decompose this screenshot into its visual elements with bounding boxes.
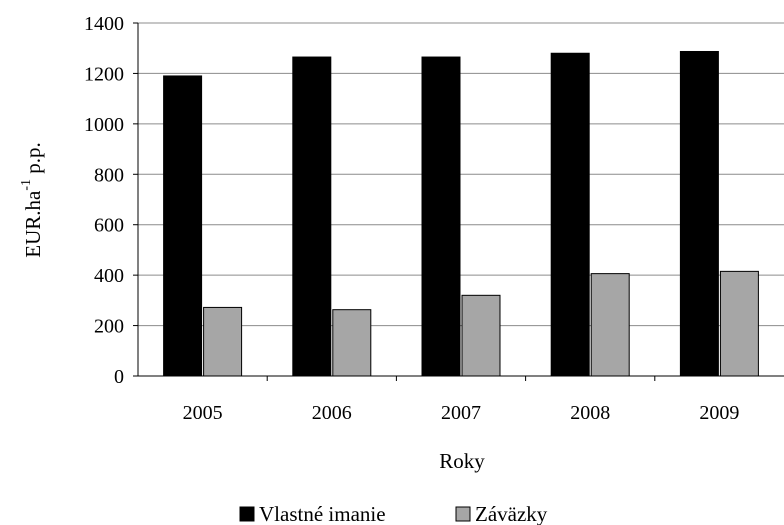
- bars: [163, 50, 759, 377]
- bar-vlastne-imanie-2009: [679, 50, 719, 377]
- legend-label-zavazky: Záväzky: [475, 502, 548, 525]
- legend: Vlastné imanie Záväzky: [239, 502, 548, 525]
- legend-swatch-zavazky: [455, 506, 471, 522]
- x-tick-label: 2006: [312, 402, 352, 424]
- bar-zavazky-2007: [461, 294, 501, 377]
- x-tick-label: 2007: [441, 402, 481, 424]
- x-tick-label: 2005: [183, 402, 223, 424]
- legend-label-vlastne-imanie: Vlastné imanie: [259, 502, 386, 525]
- y-tick-label: 400: [94, 265, 124, 287]
- bar-zavazky-2005: [203, 306, 243, 377]
- bar-vlastne-imanie-2005: [163, 75, 203, 377]
- y-axis-label-sup: -1: [19, 179, 34, 191]
- bar-zavazky-2006: [332, 309, 372, 377]
- y-tick-label: 800: [94, 164, 124, 186]
- y-axis-label: EUR.ha-1 p.p.: [19, 142, 45, 258]
- y-tick-label: 1000: [84, 114, 124, 136]
- y-tick-labels: 0 200 400 600 800 1000 1200 1400: [84, 13, 124, 388]
- y-tick-label: 1200: [84, 63, 124, 85]
- gridlines: [138, 22, 784, 327]
- y-axis-label-main: EUR.ha: [21, 190, 45, 258]
- y-tick-label: 600: [94, 215, 124, 237]
- bar-vlastne-imanie-2008: [550, 52, 590, 377]
- y-tick-label: 200: [94, 316, 124, 338]
- legend-swatch-vlastne-imanie: [239, 506, 255, 522]
- bar-vlastne-imanie-2007: [421, 56, 461, 377]
- x-axis-label: Roky: [439, 449, 485, 473]
- y-tick-label: 0: [114, 366, 124, 388]
- bar-zavazky-2008: [590, 273, 630, 377]
- x-tick-label: 2009: [699, 402, 739, 424]
- y-axis-label-suffix: p.p.: [21, 142, 45, 179]
- bar-zavazky-2009: [719, 270, 759, 377]
- bar-vlastne-imanie-2006: [292, 56, 332, 377]
- y-tick-label: 1400: [84, 13, 124, 35]
- x-tick-label: 2008: [570, 402, 610, 424]
- axes: [133, 22, 784, 381]
- x-tick-labels: 2005 2006 2007 2008 2009: [183, 402, 740, 424]
